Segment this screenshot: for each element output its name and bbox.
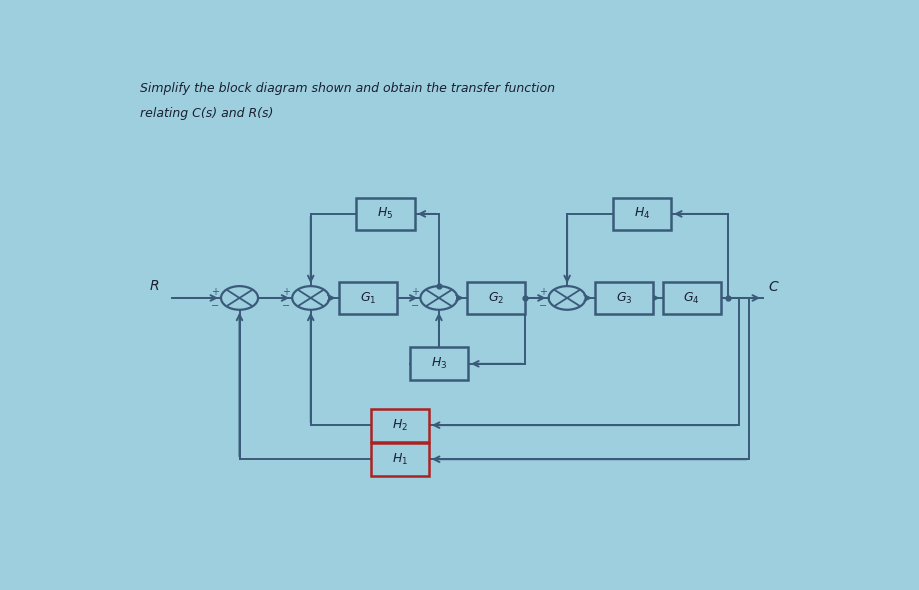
- Text: $G_3$: $G_3$: [616, 290, 632, 306]
- FancyBboxPatch shape: [410, 348, 468, 380]
- FancyBboxPatch shape: [357, 198, 414, 230]
- FancyBboxPatch shape: [613, 198, 671, 230]
- FancyBboxPatch shape: [338, 281, 397, 314]
- Text: −: −: [282, 301, 290, 311]
- Text: $H_2$: $H_2$: [391, 418, 408, 432]
- Text: +: +: [282, 287, 290, 297]
- Text: −: −: [211, 301, 220, 311]
- Text: relating C(s) and R(s): relating C(s) and R(s): [140, 107, 273, 120]
- Text: $G_4$: $G_4$: [684, 290, 700, 306]
- Text: $H_1$: $H_1$: [391, 452, 408, 467]
- Text: +: +: [411, 287, 419, 297]
- Text: $H_3$: $H_3$: [431, 356, 447, 371]
- Text: −: −: [411, 301, 419, 311]
- Text: +: +: [539, 287, 547, 297]
- Text: $G_1$: $G_1$: [359, 290, 376, 306]
- FancyBboxPatch shape: [663, 281, 721, 314]
- FancyBboxPatch shape: [467, 281, 525, 314]
- Text: Simplify the block diagram shown and obtain the transfer function: Simplify the block diagram shown and obt…: [140, 82, 555, 95]
- Text: $H_5$: $H_5$: [378, 206, 393, 221]
- FancyBboxPatch shape: [595, 281, 653, 314]
- FancyBboxPatch shape: [370, 443, 429, 476]
- Text: $H_4$: $H_4$: [634, 206, 650, 221]
- Text: R: R: [149, 280, 159, 293]
- Text: +: +: [211, 287, 220, 297]
- FancyBboxPatch shape: [370, 409, 429, 441]
- Text: −: −: [539, 301, 547, 311]
- Text: $G_2$: $G_2$: [488, 290, 504, 306]
- Text: C: C: [768, 280, 777, 294]
